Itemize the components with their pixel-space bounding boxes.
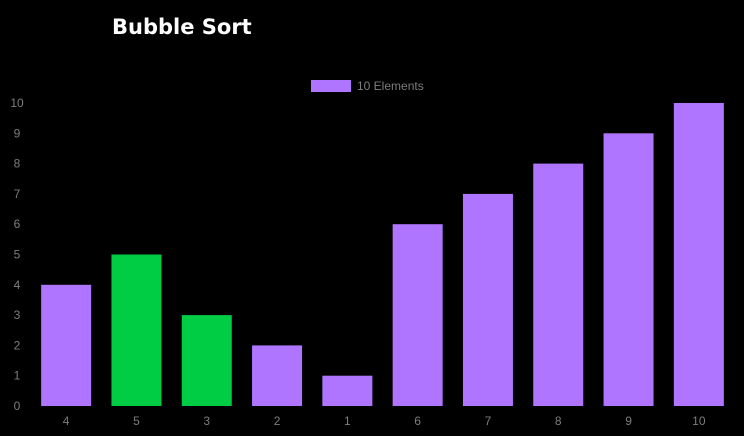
bar[interactable]: [462, 193, 513, 406]
bar-series: [41, 103, 724, 407]
x-tick-label: 1: [344, 414, 351, 428]
x-tick-label: 8: [555, 414, 562, 428]
bar[interactable]: [673, 103, 724, 406]
page-title: Bubble Sort: [112, 15, 252, 39]
x-tick-label: 6: [414, 414, 421, 428]
legend-swatch: [311, 80, 351, 92]
y-axis: 0 1 2 3 4 5 6 7 8 9 10: [10, 96, 24, 413]
y-tick-label: 3: [14, 308, 21, 322]
y-tick-label: 0: [14, 399, 21, 413]
legend-label: 10 Elements: [357, 79, 424, 93]
chart-legend[interactable]: 10 Elements: [311, 79, 424, 93]
x-tick-label: 4: [63, 414, 70, 428]
bar[interactable]: [322, 375, 373, 406]
x-tick-label: 9: [625, 414, 632, 428]
bar-highlighted[interactable]: [181, 315, 232, 406]
y-tick-label: 5: [14, 248, 21, 262]
bar[interactable]: [252, 345, 303, 406]
x-tick-label: 3: [203, 414, 210, 428]
y-tick-label: 7: [14, 187, 21, 201]
y-tick-label: 4: [14, 278, 21, 292]
y-tick-label: 2: [14, 338, 21, 352]
x-axis: 4 5 3 2 1 6 7 8 9 10: [63, 414, 706, 428]
y-tick-label: 9: [14, 126, 21, 140]
bar[interactable]: [533, 163, 584, 406]
x-tick-label: 10: [692, 414, 706, 428]
x-tick-label: 2: [274, 414, 281, 428]
y-tick-label: 10: [10, 96, 24, 110]
bar[interactable]: [392, 224, 443, 406]
bar[interactable]: [603, 133, 654, 407]
y-tick-label: 8: [14, 157, 21, 171]
bar-highlighted[interactable]: [111, 254, 162, 407]
x-tick-label: 7: [485, 414, 492, 428]
y-tick-label: 1: [14, 369, 21, 383]
bar[interactable]: [41, 284, 92, 406]
x-tick-label: 5: [133, 414, 140, 428]
y-tick-label: 6: [14, 217, 21, 231]
